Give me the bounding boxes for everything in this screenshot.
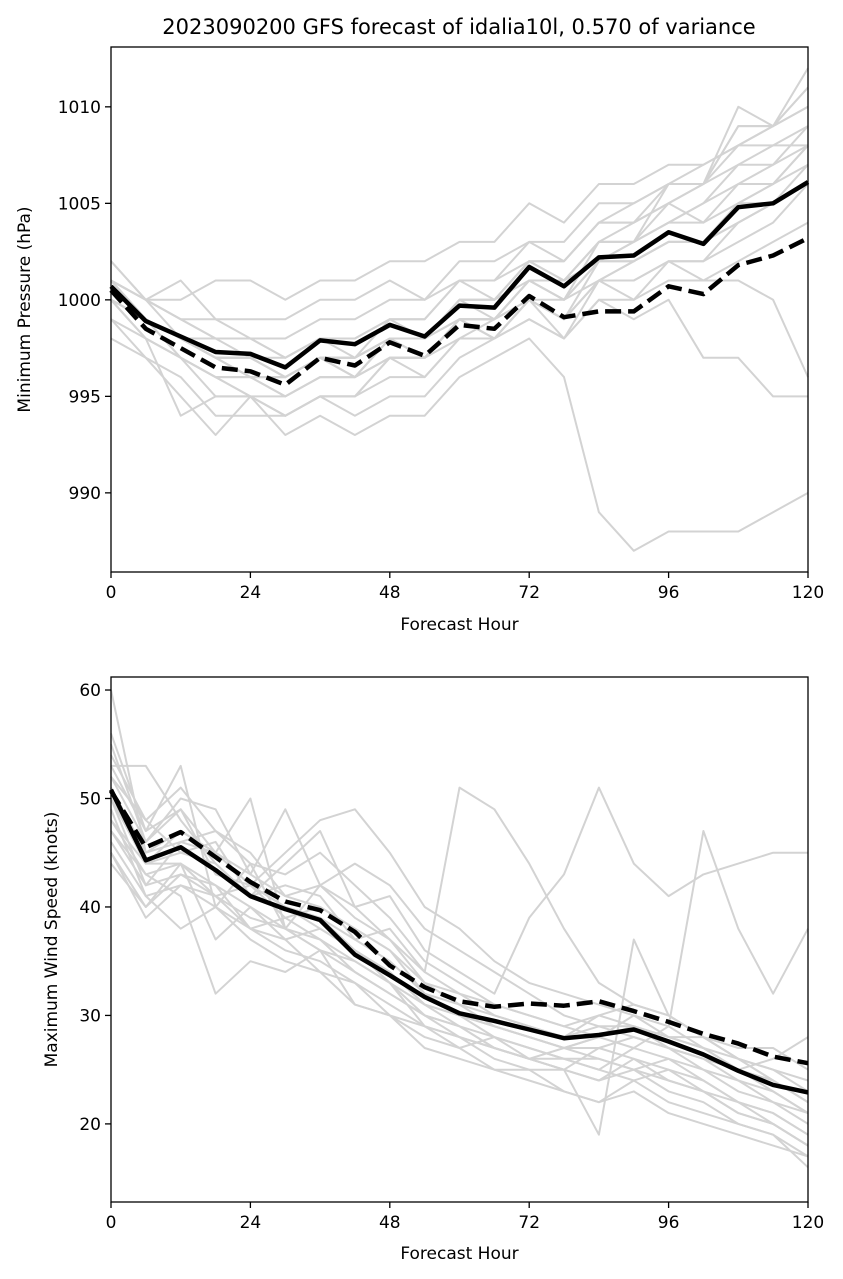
- wind-member-line-16: [110, 819, 809, 1125]
- wind-x-tick-label: 120: [792, 1213, 824, 1233]
- pressure-member-line-20: [110, 183, 809, 398]
- wind-y-tick-label: 20: [79, 1115, 101, 1135]
- wind-member-line-13: [110, 743, 809, 1071]
- pressure-mean-dashed-line: [109, 236, 810, 388]
- pressure-axes-frame: [110, 46, 809, 573]
- wind-member-line-2: [111, 764, 809, 1104]
- wind-panel: 0 24 48 72 96 120 20 30 40 50 60 Forecast Hour Max…: [42, 676, 824, 1264]
- pressure-member-line-17: [110, 337, 809, 552]
- wind-member-line-5: [110, 819, 809, 1136]
- wind-x-tick-label: 24: [240, 1213, 262, 1233]
- wind-x-tick-label: 48: [379, 1213, 401, 1233]
- wind-axes-frame: [110, 676, 809, 1203]
- pressure-mean-solid-line: [109, 180, 810, 370]
- wind-member-line-15: [110, 765, 809, 1104]
- pressure-x-tick-label: 24: [240, 583, 262, 603]
- wind-x-axis-label: Forecast Hour: [400, 1244, 518, 1264]
- pressure-y-tick-label: 1010: [58, 98, 101, 118]
- wind-y-axis-label: Maximum Wind Speed (knots): [42, 812, 62, 1068]
- pressure-member-line-21: [110, 125, 809, 359]
- pressure-y-axis-label: Minimum Pressure (hPa): [15, 206, 35, 412]
- pressure-mean-lines: [109, 180, 810, 388]
- pressure-x-tick-label: 48: [379, 583, 401, 603]
- wind-member-line-18: [110, 830, 809, 1136]
- pressure-member-lines: [110, 67, 809, 552]
- wind-member-line-19: [110, 787, 809, 1104]
- wind-x-tick-label: 0: [106, 1213, 117, 1233]
- wind-member-line-7: [110, 798, 809, 1114]
- wind-y-tick-label: 30: [79, 1006, 101, 1026]
- pressure-member-line-10: [110, 144, 809, 359]
- pressure-y-tick-label: 1000: [58, 291, 101, 311]
- wind-mean-lines: [108, 788, 809, 1095]
- pressure-x-tick-label: 96: [658, 583, 680, 603]
- pressure-x-axis-label: Forecast Hour: [400, 615, 518, 635]
- wind-y-tick-label: 40: [79, 898, 101, 918]
- pressure-panel: 0 24 48 72 96 120 990 995 1000 1005 1010 Forecast …: [15, 46, 824, 635]
- pressure-member-line-18: [110, 298, 808, 398]
- wind-member-line-21: [110, 754, 809, 1071]
- pressure-y-tick-label: 995: [69, 387, 101, 407]
- wind-member-line-9: [110, 776, 809, 1093]
- wind-x-tick-label: 96: [658, 1213, 680, 1233]
- wind-x-tick-label: 72: [518, 1213, 540, 1233]
- wind-member-line-17: [110, 798, 809, 1114]
- pressure-member-line-5: [110, 144, 808, 301]
- wind-ticks: 0 24 48 72 96 120 20 30 40 50 60: [79, 681, 824, 1233]
- pressure-y-tick-label: 1005: [58, 194, 101, 214]
- pressure-ticks: 0 24 48 72 96 120 990 995 1000 1005 1010: [58, 98, 824, 603]
- pressure-x-tick-label: 120: [792, 583, 824, 603]
- pressure-member-line-15: [110, 163, 809, 379]
- wind-y-tick-label: 60: [79, 681, 101, 701]
- wind-mean-dashed-line: [109, 789, 809, 1066]
- chart-title: 2023090200 GFS forecast of idalia10l, 0.…: [162, 15, 755, 39]
- pressure-x-tick-label: 0: [106, 583, 117, 603]
- pressure-member-line-4: [110, 86, 809, 417]
- wind-member-lines: [110, 689, 809, 1169]
- wind-member-line-14: [110, 841, 809, 1158]
- pressure-x-tick-label: 72: [518, 583, 540, 603]
- wind-y-tick-label: 50: [79, 789, 101, 809]
- wind-mean-solid-line: [108, 788, 809, 1095]
- pressure-member-line-14: [110, 183, 809, 417]
- pressure-y-tick-label: 990: [69, 484, 101, 504]
- pressure-member-line-13: [110, 86, 809, 321]
